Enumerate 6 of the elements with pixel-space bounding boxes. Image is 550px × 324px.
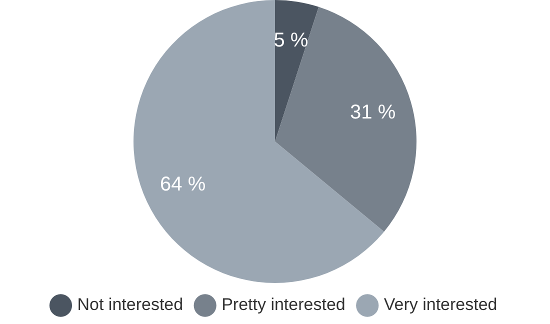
data-label: 5 % <box>274 29 308 52</box>
legend-label: Not interested <box>77 295 184 314</box>
data-label: 64 % <box>160 173 206 196</box>
legend-label: Very interested <box>384 295 498 314</box>
data-label: 31 % <box>350 102 396 124</box>
legend-label: Pretty interested <box>222 295 346 314</box>
